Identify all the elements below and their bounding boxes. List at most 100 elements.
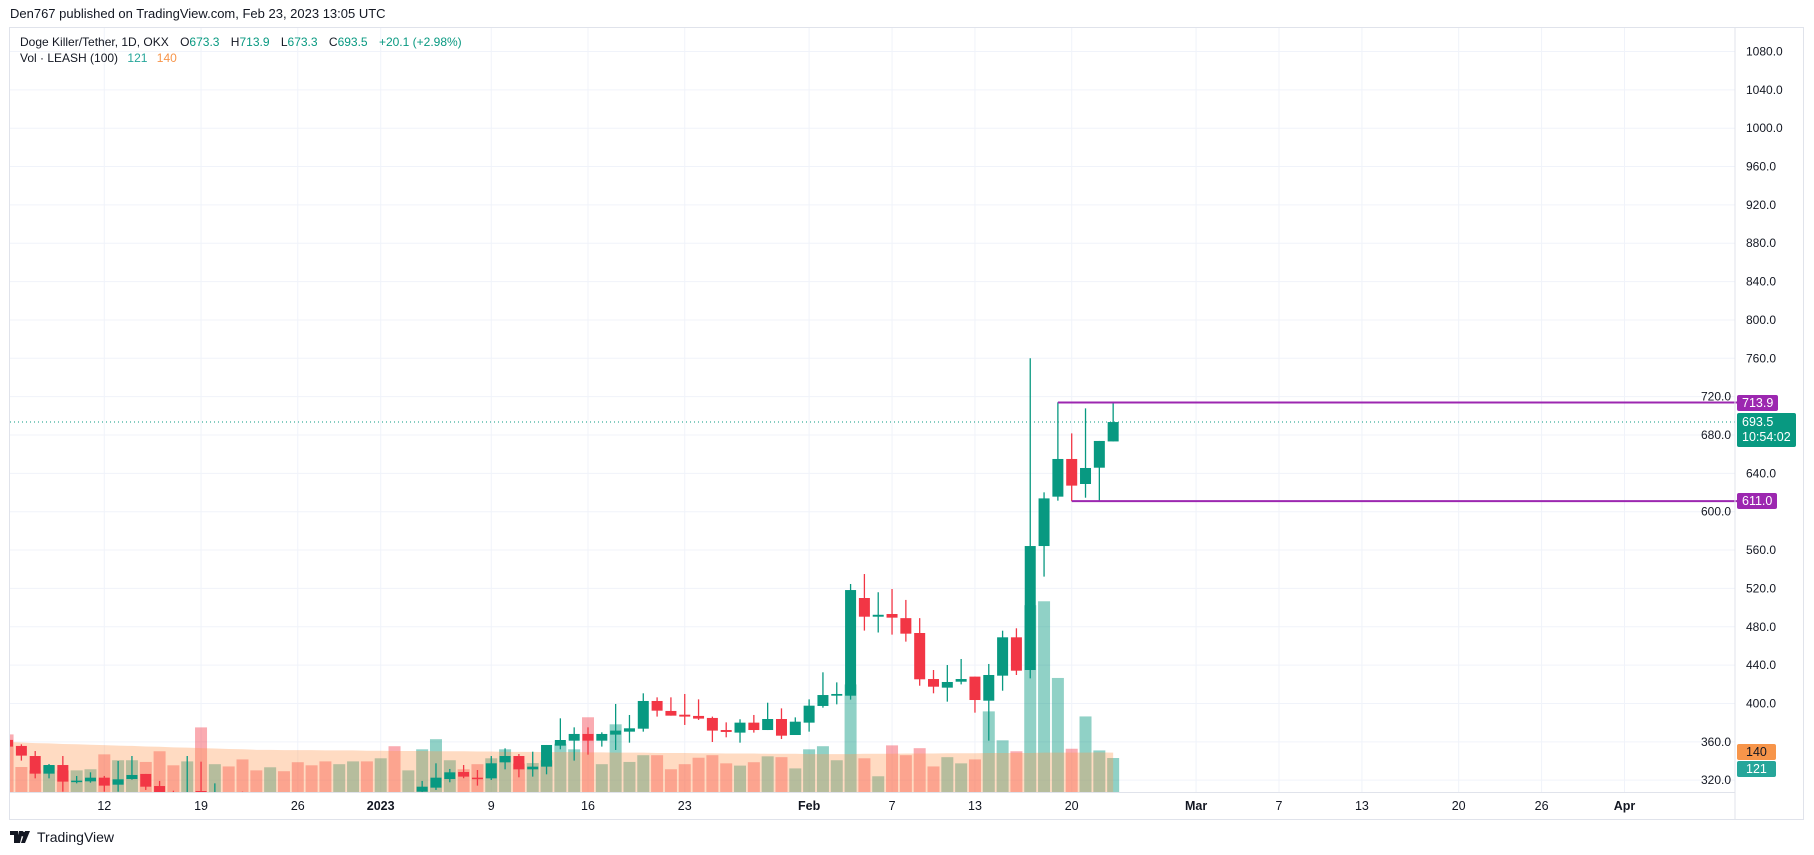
volume-bar [595, 764, 608, 792]
last-price: 693.5 [1742, 415, 1774, 429]
volume-bar [1038, 601, 1051, 792]
candle-body [320, 806, 331, 808]
price-tick-label: 880.0 [1746, 236, 1776, 250]
price-tick-label: 680.0 [1701, 428, 1731, 442]
volume-bar [333, 764, 346, 792]
volume-bar [968, 759, 981, 792]
candle-body [568, 733, 580, 741]
volume-bar [15, 767, 28, 792]
volume-bar [982, 711, 995, 792]
volume-bar [512, 763, 525, 792]
candle-body [610, 730, 622, 735]
volume-bar [899, 755, 912, 792]
time-tick-label: Feb [798, 799, 821, 813]
candle-body [71, 780, 83, 783]
candle-body [223, 795, 234, 800]
volume-bar [554, 743, 567, 792]
candle-body [886, 614, 898, 618]
candle-body [872, 614, 884, 617]
time-axis[interactable]: 12 19 26 2023 9 16 23 Feb 7 13 20 Mar 7 13 20 26 Apr [10, 792, 1735, 814]
volume-bar [720, 763, 733, 792]
volume-bars [10, 601, 1120, 792]
volume-bar [195, 727, 208, 792]
volume-bar [153, 751, 166, 792]
candle-body [140, 773, 152, 787]
candle-body [471, 777, 483, 780]
price-tick-label: 720.0 [1701, 390, 1731, 404]
price-tick-label: 1040.0 [1746, 83, 1783, 97]
candle-body [775, 719, 787, 736]
candle-body [251, 802, 262, 804]
candle-body [195, 791, 207, 792]
volume-bar [1079, 716, 1092, 792]
price-tick-label: 560.0 [1746, 543, 1776, 557]
candle-body [900, 618, 912, 634]
candle-body [969, 676, 981, 701]
time-tick-label: 12 [97, 799, 111, 813]
volume-bar [609, 724, 622, 792]
candle-body [858, 598, 870, 617]
price-tick-label: 960.0 [1746, 160, 1776, 174]
bar-countdown: 10:54:02 [1742, 430, 1791, 444]
candle-body [679, 714, 691, 717]
candle-body [1066, 458, 1078, 486]
volume-bar [844, 684, 857, 792]
volume-bar [747, 762, 760, 792]
volume-bar [10, 734, 14, 792]
price-tick-label: 760.0 [1746, 351, 1776, 365]
price-tick-label: 920.0 [1746, 198, 1776, 212]
time-tick-label: 9 [488, 799, 495, 813]
chart-panel[interactable] [9, 27, 1804, 820]
volume-bar [651, 755, 664, 792]
candle-body [596, 733, 608, 741]
candle-body [1010, 637, 1022, 671]
candle-body [582, 733, 594, 741]
price-tick-label: 600.0 [1701, 505, 1731, 519]
candle-body [554, 739, 566, 746]
volume-bar [402, 770, 415, 792]
candle-body [209, 795, 220, 797]
volume-bar [167, 765, 180, 792]
price-axis[interactable]: 1080.0 1040.0 1000.0 960.0 920.0 880.0 840.0 80… [1701, 28, 1783, 819]
symbol-name[interactable]: Doge Killer/Tether, 1D, OKX [20, 35, 169, 49]
tradingview-logo[interactable]: TradingView [10, 829, 114, 845]
price-tick-label: 640.0 [1746, 466, 1776, 480]
levels [10, 401, 1737, 503]
candle-body [693, 715, 705, 719]
volume-title[interactable]: Vol · LEASH (100) [20, 51, 119, 65]
price-tick-label: 1000.0 [1746, 121, 1783, 135]
legend: Doge Killer/Tether, 1D, OKX O673.3 H713.… [20, 34, 462, 66]
open-value: 673.3 [189, 35, 220, 49]
volume-bar [29, 770, 42, 792]
candle-body [403, 795, 414, 803]
volume-bar [526, 763, 539, 792]
candle-body [485, 763, 497, 779]
volume-bar [277, 771, 290, 792]
last-price-tag: 693.5 10:54:02 [1737, 413, 1796, 447]
volume-bar [623, 761, 636, 792]
candle-body [98, 777, 110, 786]
volume-bar [250, 770, 263, 792]
time-tick-label: 19 [194, 799, 208, 813]
volume-bar [816, 746, 829, 792]
volume-bar [927, 766, 940, 792]
candle-body [651, 700, 663, 711]
volume-bar [236, 759, 249, 792]
candle-body [112, 779, 124, 785]
volume-bar [291, 762, 304, 792]
price-tick-label: 320.0 [1701, 773, 1731, 787]
time-tick-label: 20 [1065, 799, 1079, 813]
candle-body [458, 772, 470, 777]
time-tick-label: 13 [1355, 799, 1369, 813]
volume-tag: 121 [1737, 761, 1776, 777]
candle-body [1038, 498, 1050, 547]
change-value: +20.1 (+2.98%) [378, 35, 462, 49]
candle-body [1052, 458, 1064, 497]
volume-bar [319, 761, 332, 792]
candle-body [706, 717, 718, 731]
volume-bar [347, 761, 360, 792]
volume-bar [374, 758, 387, 792]
price-tick-label: 400.0 [1746, 696, 1776, 710]
volume-bar [264, 767, 277, 792]
